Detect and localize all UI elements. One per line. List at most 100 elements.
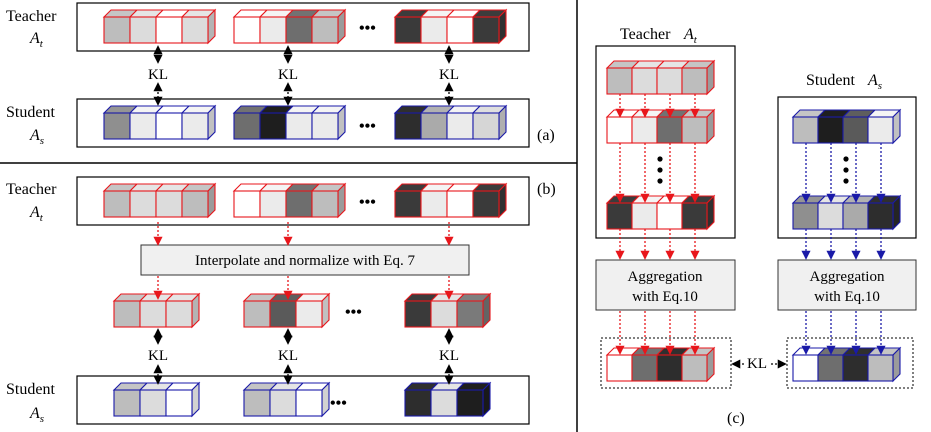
panel-a-student-label: Student	[6, 104, 55, 121]
a-teacher-row-1	[232, 8, 347, 45]
a-teacher-row-0	[102, 8, 217, 45]
b-interp-row-0-cell-2	[165, 300, 193, 328]
panel-a-teacher-frame	[76, 2, 530, 52]
b-interp-row-0-cell-1	[139, 300, 167, 328]
panel-b-student-symbol: As	[29, 405, 44, 425]
panel-c-student-frame	[777, 96, 917, 239]
b-kl-label-1: KL	[278, 348, 298, 364]
panel-c-kl-label: KL	[747, 356, 767, 372]
a-student-row-1-cell-2	[285, 112, 313, 140]
c-student-output-cell-3	[867, 354, 894, 382]
panel-a-teacher-ellipsis: •••	[359, 20, 376, 37]
panel-c-teacher-vdots	[657, 156, 663, 184]
b-interp-row-2	[403, 292, 492, 329]
a-teacher-row-1-cell-1	[259, 16, 287, 44]
kl-a-3-label: KL	[439, 67, 459, 83]
b-interp-row-1-cell-1	[269, 300, 297, 328]
b-teacher-row-2	[393, 182, 508, 219]
a-teacher-row-2-cell-0	[394, 16, 422, 44]
c-student-row-0-cell-2	[842, 116, 869, 144]
panel-b-interp-blocks	[112, 292, 492, 329]
a-student-row-2-cell-2	[446, 112, 474, 140]
c-teacher-output	[605, 346, 716, 383]
a-student-row-2-cell-3	[472, 112, 500, 140]
panel-b-student-blocks	[112, 381, 492, 418]
panel-b-arrows: KL KL KL	[148, 222, 459, 385]
c-teacher-row-2	[605, 194, 716, 231]
b-teacher-row-1	[232, 182, 347, 219]
c-teacher-row-1	[605, 108, 716, 145]
c-student-row-0-cell-3	[867, 116, 894, 144]
b-interp-row-2-cell-0	[404, 300, 432, 328]
c-student-output-cell-1	[817, 354, 844, 382]
b-interp-row-2-cell-1	[430, 300, 458, 328]
panel-a-teacher-blocks	[102, 8, 508, 45]
b-teacher-row-0-cell-3	[181, 190, 209, 218]
b-interp-row-2-cell-2	[456, 300, 484, 328]
c-teacher-row-1-cell-0	[606, 116, 633, 144]
a-teacher-row-1-cell-0	[233, 16, 261, 44]
panel-c-teacher-blocks	[605, 59, 716, 231]
panel-b-teacher-label: Teacher	[6, 181, 57, 198]
panel-b-caption: (b)	[537, 181, 556, 198]
c-teacher-row-1-cell-1	[631, 116, 658, 144]
panel-c-teacher-label: Teacher	[620, 26, 671, 43]
b-teacher-row-1-cell-0	[233, 190, 261, 218]
panel-c-teacher-aggregation-line1: Aggregation	[628, 269, 703, 285]
b-teacher-row-1-cell-3	[311, 190, 339, 218]
b-student-row-1	[242, 381, 331, 418]
a-teacher-row-0-cell-0	[103, 16, 131, 44]
c-student-row-0-cell-0	[792, 116, 819, 144]
panel-c-teacher-aggregation-line2: with Eq.10	[632, 289, 698, 305]
a-teacher-row-0-cell-3	[181, 16, 209, 44]
b-student-row-0-cell-2	[165, 389, 193, 417]
panel-a-teacher-symbol: At	[29, 30, 44, 50]
panel-c: Teacher At Student As Aggregation with E…	[595, 26, 917, 427]
b-teacher-row-0-cell-2	[155, 190, 183, 218]
panel-c-student-vdots	[843, 156, 849, 184]
c-student-output-cell-2	[842, 354, 869, 382]
a-student-row-2	[393, 104, 508, 141]
a-student-row-0-cell-1	[129, 112, 157, 140]
interpolate-box	[140, 244, 470, 276]
c-student-output-cell-0	[792, 354, 819, 382]
b-student-row-0-cell-1	[139, 389, 167, 417]
a-teacher-row-2-cell-2	[446, 16, 474, 44]
b-interp-row-1	[242, 292, 331, 329]
a-teacher-row-1-cell-3	[311, 16, 339, 44]
b-teacher-row-0	[102, 182, 217, 219]
c-teacher-output-cell-0	[606, 354, 633, 382]
b-student-row-1-cell-2	[295, 389, 323, 417]
b-student-row-1-cell-1	[269, 389, 297, 417]
a-student-row-0-cell-0	[103, 112, 131, 140]
panel-a: Teacher At Student As ••• ••• KL KL KL (a)	[6, 2, 555, 148]
kl-a-2-label: KL	[278, 67, 298, 83]
b-interp-row-0-cell-0	[113, 300, 141, 328]
b-teacher-row-1-cell-2	[285, 190, 313, 218]
c-student-row-0-cell-1	[817, 116, 844, 144]
b-teacher-row-0-cell-0	[103, 190, 131, 218]
a-student-row-1-cell-3	[311, 112, 339, 140]
c-teacher-row-0-cell-2	[656, 67, 683, 95]
c-student-row-1	[791, 194, 902, 231]
a-teacher-row-2	[393, 8, 508, 45]
panel-b-student-ellipsis: •••	[330, 395, 347, 412]
panel-a-kl-arrows: KL KL KL	[148, 45, 459, 106]
panel-c-teacher-symbol: At	[683, 26, 698, 46]
b-kl-label-0: KL	[148, 348, 168, 364]
panel-b-teacher-ellipsis: •••	[359, 194, 376, 211]
a-student-row-1	[232, 104, 347, 141]
b-student-row-2	[403, 381, 492, 418]
panel-a-student-frame	[76, 98, 530, 148]
c-teacher-output-cell-2	[656, 354, 683, 382]
b-student-row-2-cell-2	[456, 389, 484, 417]
panel-a-teacher-label: Teacher	[6, 8, 57, 25]
panel-b-student-frame	[76, 375, 530, 425]
kl-a-1-label: KL	[148, 67, 168, 83]
b-student-row-2-cell-0	[404, 389, 432, 417]
panel-a-caption: (a)	[537, 127, 555, 144]
c-teacher-row-2-cell-2	[656, 202, 683, 230]
a-student-row-2-cell-1	[420, 112, 448, 140]
panel-c-student-label: Student	[806, 72, 855, 89]
a-teacher-row-0-cell-1	[129, 16, 157, 44]
